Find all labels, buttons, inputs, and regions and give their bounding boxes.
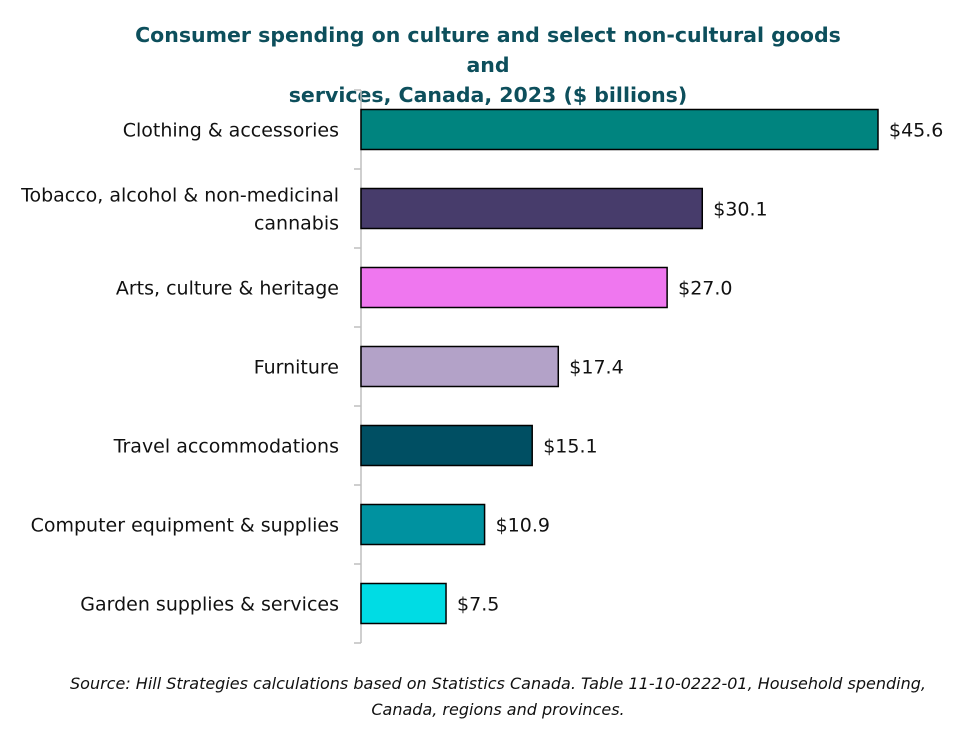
bar xyxy=(360,108,879,151)
category-label: Furniture xyxy=(254,357,339,379)
category-label: Computer equipment & supplies xyxy=(31,515,339,537)
value-label: $27.0 xyxy=(678,278,732,300)
value-label: $7.5 xyxy=(457,594,499,616)
category-label: Clothing & accessories xyxy=(123,120,339,142)
bar-chart: $45.6 Clothing & accessories $30.1 Tobacco,… xyxy=(20,89,943,644)
category-label: cannabis xyxy=(254,213,339,235)
chart-title-line-1: Consumer spending on culture and select … xyxy=(135,23,841,77)
value-label: $17.4 xyxy=(569,357,623,379)
bar xyxy=(360,266,668,309)
source-note: Source: Hill Strategies calculations bas… xyxy=(70,674,926,719)
value-label: $45.6 xyxy=(889,120,943,142)
value-label: $15.1 xyxy=(543,436,597,458)
value-label: $30.1 xyxy=(713,199,767,221)
bar xyxy=(360,424,533,467)
chart-title: Consumer spending on culture and select … xyxy=(130,20,846,110)
category-label: Travel accommodations xyxy=(113,436,339,458)
category-label: Garden supplies & services xyxy=(80,594,339,616)
bar xyxy=(360,503,486,546)
value-label: $10.9 xyxy=(496,515,550,537)
category-label: Arts, culture & heritage xyxy=(116,278,339,300)
bar xyxy=(360,582,447,625)
chart-title-line-2: services, Canada, 2023 ($ billions) xyxy=(288,83,688,107)
category-label: Tobacco, alcohol & non-medicinal xyxy=(20,185,339,207)
bar xyxy=(360,345,560,388)
bar xyxy=(360,187,704,230)
